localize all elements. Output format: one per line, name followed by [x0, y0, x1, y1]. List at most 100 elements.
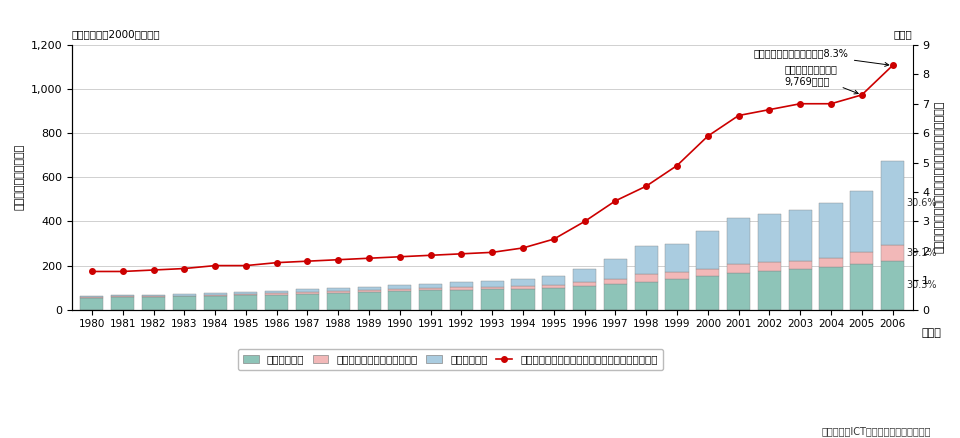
Bar: [542, 288, 565, 310]
民間資本スックに占める情報通信資本スック比率: [763, 107, 775, 112]
Bar: [881, 261, 904, 310]
民間資本スックに占める情報通信資本スック比率: [826, 101, 837, 106]
民間資本スックに占める情報通信資本スック比率: [332, 257, 344, 262]
Bar: [789, 261, 812, 269]
Bar: [542, 276, 565, 285]
Bar: [204, 296, 227, 310]
Bar: [450, 290, 473, 310]
Legend: 電気通信機器, 電子計算機本体・同付属装置, ソフトウェア, 民間資本スックに占める情報通信資本スック比率: 電気通信機器, 電子計算機本体・同付属装置, ソフトウェア, 民間資本スックに占…: [238, 350, 662, 370]
Bar: [388, 289, 412, 291]
Line: 民間資本スックに占める情報通信資本スック比率: 民間資本スックに占める情報通信資本スック比率: [89, 63, 896, 274]
Bar: [234, 294, 257, 295]
Bar: [851, 265, 874, 310]
Bar: [481, 287, 504, 289]
Bar: [296, 292, 319, 294]
Bar: [111, 297, 134, 310]
Bar: [727, 273, 750, 310]
Bar: [789, 210, 812, 261]
Bar: [573, 286, 596, 310]
Bar: [326, 288, 349, 291]
民間資本スックに占める情報通信資本スック比率: [271, 260, 282, 265]
民間資本スックに占める情報通信資本スック比率: [517, 245, 529, 251]
Bar: [173, 297, 196, 310]
Bar: [450, 287, 473, 290]
Bar: [757, 271, 780, 310]
民間資本スックに占める情報通信資本スック比率: [487, 250, 498, 255]
Bar: [265, 290, 288, 293]
Bar: [757, 214, 780, 262]
Bar: [881, 245, 904, 261]
Bar: [173, 294, 196, 296]
民間資本スックに占める情報通信資本スック比率: [395, 254, 406, 259]
Text: 情報通信資本スック比率　8.3%: 情報通信資本スック比率 8.3%: [754, 48, 889, 67]
Bar: [450, 283, 473, 287]
Bar: [851, 191, 874, 252]
民間資本スックに占める情報通信資本スック比率: [702, 134, 713, 139]
Bar: [234, 292, 257, 294]
Bar: [234, 295, 257, 310]
民間資本スックに占める情報通信資本スック比率: [179, 266, 190, 271]
Bar: [388, 285, 412, 289]
民間資本スックに占める情報通信資本スック比率: [887, 63, 899, 68]
Bar: [696, 276, 719, 310]
Bar: [512, 286, 535, 289]
Bar: [296, 294, 319, 310]
Bar: [696, 269, 719, 276]
民間資本スックに占める情報通信資本スック比率: [579, 219, 590, 224]
Text: （十億ドル、2000年価格）: （十億ドル、2000年価格）: [72, 30, 160, 39]
Bar: [881, 161, 904, 245]
民間資本スックに占める情報通信資本スック比率: [363, 256, 374, 261]
民間資本スックに占める情報通信資本スック比率: [86, 269, 98, 274]
民間資本スックに占める情報通信資本スック比率: [548, 237, 560, 242]
Bar: [665, 244, 688, 272]
Bar: [81, 296, 104, 297]
Bar: [604, 279, 627, 284]
Bar: [665, 272, 688, 279]
Bar: [204, 295, 227, 296]
Bar: [420, 290, 443, 310]
Y-axis label: 民間資本ストックに占める情報通信資本スック比率: 民間資本ストックに占める情報通信資本スック比率: [935, 101, 945, 254]
Bar: [81, 297, 104, 310]
Bar: [573, 282, 596, 286]
Bar: [820, 258, 843, 267]
Text: 30.6%: 30.6%: [906, 198, 936, 208]
Bar: [604, 284, 627, 310]
Bar: [573, 269, 596, 282]
民間資本スックに占める情報通信資本スック比率: [301, 258, 313, 264]
民間資本スックに占める情報通信資本スック比率: [148, 267, 159, 272]
Text: （％）: （％）: [894, 30, 913, 39]
Bar: [481, 289, 504, 310]
Bar: [420, 288, 443, 290]
民間資本スックに占める情報通信資本スック比率: [671, 163, 683, 168]
Bar: [481, 281, 504, 287]
Bar: [727, 265, 750, 273]
民間資本スックに占める情報通信資本スック比率: [610, 198, 621, 204]
Bar: [512, 279, 535, 286]
民間資本スックに占める情報通信資本スック比率: [240, 263, 252, 268]
Bar: [296, 289, 319, 292]
Bar: [604, 259, 627, 279]
Text: （出典）「ICTの経済分析に関る調査」: （出典）「ICTの経済分析に関る調査」: [822, 426, 931, 436]
Bar: [820, 203, 843, 258]
Bar: [357, 292, 380, 310]
民間資本スックに占める情報通信資本スック比率: [795, 101, 806, 106]
Bar: [851, 252, 874, 265]
Bar: [142, 297, 165, 310]
Bar: [789, 269, 812, 310]
民間資本スックに占める情報通信資本スック比率: [640, 184, 652, 189]
民間資本スックに占める情報通信資本スック比率: [117, 269, 129, 274]
Bar: [420, 284, 443, 288]
Bar: [512, 289, 535, 310]
Bar: [665, 279, 688, 310]
Bar: [142, 296, 165, 297]
Text: （年）: （年）: [921, 328, 941, 338]
Bar: [727, 218, 750, 265]
Bar: [357, 286, 380, 290]
Bar: [757, 262, 780, 271]
Bar: [696, 231, 719, 269]
Bar: [111, 295, 134, 297]
Text: 30.3%: 30.3%: [906, 280, 936, 290]
Bar: [265, 293, 288, 295]
民間資本スックに占める情報通信資本スック比率: [856, 92, 868, 98]
Bar: [204, 293, 227, 295]
